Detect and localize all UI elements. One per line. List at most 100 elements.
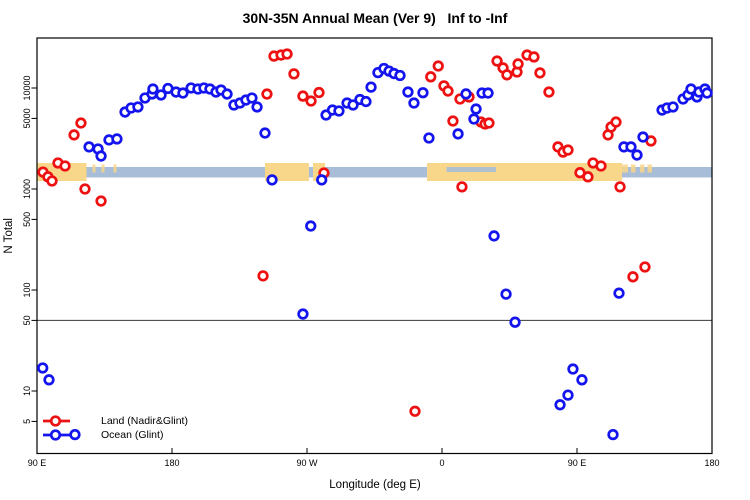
legend-label-ocean: Ocean (Glint) <box>101 429 164 441</box>
data-point-land <box>59 160 71 172</box>
data-point-ocean <box>567 363 579 375</box>
data-point-ocean <box>246 92 258 104</box>
data-point-land <box>512 58 524 70</box>
data-point-ocean <box>297 308 309 320</box>
map-band-land-speckle <box>640 164 645 173</box>
data-point-land <box>582 171 594 183</box>
data-point-ocean <box>625 141 637 153</box>
data-point-ocean <box>259 127 271 139</box>
data-point-ocean <box>69 428 81 441</box>
data-point-land <box>595 160 607 172</box>
data-point-land <box>305 95 317 107</box>
data-point-land <box>543 86 555 98</box>
plot-frame <box>36 37 713 455</box>
data-point-ocean <box>488 230 500 242</box>
data-point-ocean <box>562 389 574 401</box>
data-point-ocean <box>83 141 95 153</box>
data-point-ocean <box>266 174 278 186</box>
data-point-ocean <box>576 374 588 386</box>
y-tick-label: 5 <box>22 419 32 424</box>
x-tick-label: 180 <box>164 458 179 468</box>
data-point-land <box>528 51 540 63</box>
legend-label-land: Land (Nadir&Glint) <box>101 415 188 427</box>
data-point-ocean <box>667 101 679 113</box>
data-point-ocean <box>177 87 189 99</box>
data-point-land <box>79 183 91 195</box>
x-tick-label: 90 W <box>296 458 318 468</box>
data-point-ocean <box>554 399 566 411</box>
data-point-ocean <box>155 89 167 101</box>
data-point-land <box>432 60 444 72</box>
data-point-ocean <box>509 316 521 328</box>
data-point-land <box>95 195 107 207</box>
map-band-inlet <box>446 167 496 172</box>
data-point-land <box>614 181 626 193</box>
data-point-land <box>501 69 513 81</box>
data-point-ocean <box>607 428 619 441</box>
y-tick-label: 10000 <box>22 75 32 100</box>
data-point-land <box>456 181 468 193</box>
data-point-land <box>610 116 622 128</box>
map-band-land-speckle <box>622 164 628 173</box>
map-band-ocean <box>37 167 712 178</box>
data-point-ocean <box>360 95 372 108</box>
y-tick-label: 100 <box>22 282 32 297</box>
data-point-ocean <box>417 87 429 99</box>
data-point-ocean <box>394 69 406 82</box>
data-point-ocean <box>408 97 420 109</box>
data-point-land <box>257 270 269 282</box>
data-point-land <box>534 67 546 79</box>
data-point-ocean <box>43 374 55 386</box>
map-band-land-speckle <box>92 164 96 173</box>
y-tick-label: 10 <box>22 386 32 396</box>
x-tick-label: 180 <box>704 458 719 468</box>
data-point-ocean <box>365 81 377 93</box>
data-point-ocean <box>631 149 643 161</box>
x-tick-label: 0 <box>439 458 444 468</box>
data-point-land <box>261 88 273 100</box>
data-point-land <box>627 271 639 283</box>
data-point-land <box>313 86 325 99</box>
map-band-land-speckle <box>631 164 636 173</box>
data-point-ocean <box>147 83 159 95</box>
map-band-land-speckle <box>101 164 105 173</box>
data-point-land <box>562 144 574 156</box>
data-point-land <box>297 90 309 102</box>
data-point-ocean <box>221 88 233 100</box>
data-point-ocean <box>460 88 472 100</box>
data-point-ocean <box>470 103 482 115</box>
data-point-land <box>75 117 87 129</box>
data-point-land <box>639 261 651 273</box>
data-point-ocean <box>111 133 123 145</box>
data-point-ocean <box>482 87 494 99</box>
data-point-land <box>281 48 293 60</box>
data-point-ocean <box>701 87 713 99</box>
data-point-ocean <box>402 86 414 98</box>
data-point-ocean <box>500 288 512 300</box>
y-tick-label: 1000 <box>22 179 32 199</box>
y-tick-label: 500 <box>22 212 32 227</box>
x-axis-label: Longitude (deg E) <box>329 479 421 491</box>
data-point-land <box>491 55 503 67</box>
data-point-land <box>68 129 80 141</box>
data-point-ocean <box>132 101 144 113</box>
data-point-ocean <box>251 101 263 113</box>
data-point-ocean <box>423 132 435 144</box>
data-point-land <box>288 68 300 80</box>
data-point-ocean <box>468 113 480 125</box>
data-point-ocean <box>95 150 107 162</box>
data-point-ocean <box>333 105 345 117</box>
data-point-land <box>425 71 437 83</box>
data-point-ocean <box>637 131 649 143</box>
x-tick-label: 90 E <box>568 458 587 468</box>
map-band-land-speckle <box>113 164 117 173</box>
data-point-ocean <box>316 174 328 186</box>
data-point-ocean <box>613 287 625 299</box>
y-tick-label: 5000 <box>22 108 32 128</box>
data-point-land <box>483 117 495 129</box>
data-point-ocean <box>452 128 464 140</box>
data-point-land <box>442 85 454 97</box>
data-point-ocean <box>37 362 49 374</box>
data-point-ocean <box>347 99 359 111</box>
